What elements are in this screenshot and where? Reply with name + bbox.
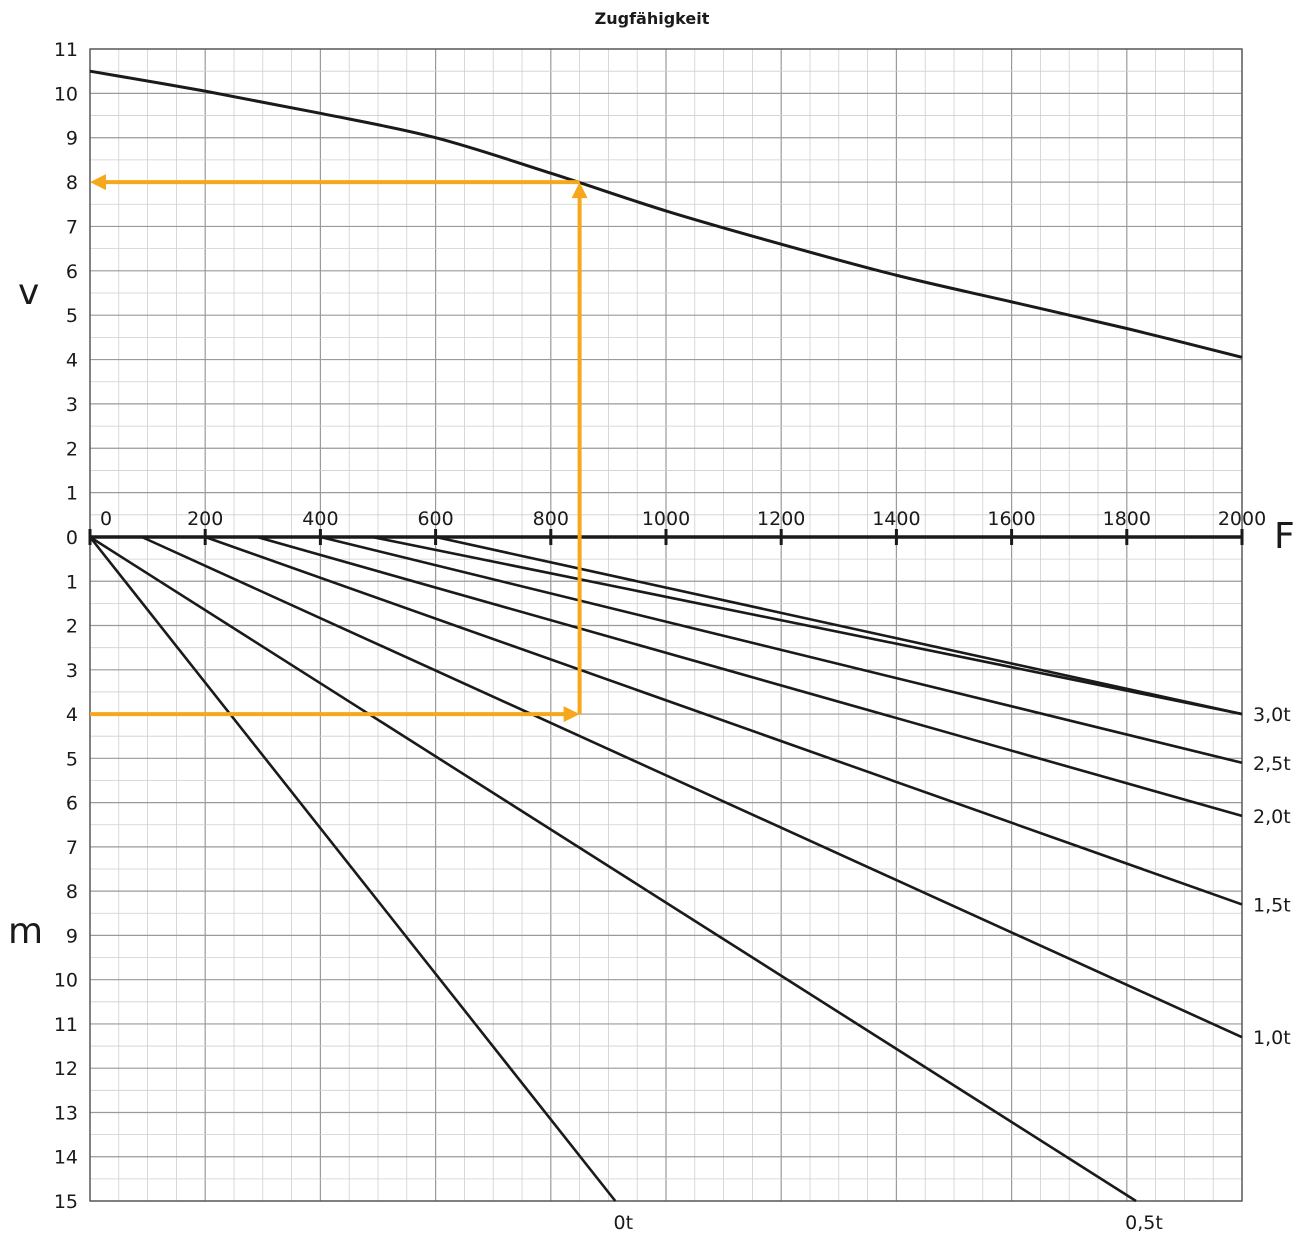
labels: 012345678910111234567891011121314153,0t2… [54,39,1291,1234]
f-tick-label: 1800 [1103,508,1151,530]
x-axis-label-f: F [1274,516,1295,557]
load-label: 3,0t [1253,704,1291,726]
y-axis-label-v: v [18,272,39,313]
v-tick-label: 11 [54,39,78,61]
m-tick-label: 11 [54,1014,78,1036]
m-tick-label: 10 [54,970,78,992]
m-tick-label: 5 [66,748,78,770]
example-arrowhead-right [563,706,580,723]
f-tick-label: 800 [533,508,569,530]
f-tick-label: 1200 [757,508,805,530]
load-label-bottom: 0t [614,1212,634,1234]
v-tick-label: 4 [66,350,78,372]
f-tick-label: 1400 [872,508,920,530]
load-label: 2,0t [1253,806,1291,828]
m-tick-label: 12 [54,1058,78,1080]
load-label-bottom: 0,5t [1125,1212,1163,1234]
load-line [141,535,1243,1039]
v-tick-label: 6 [66,261,78,283]
m-tick-label: 15 [54,1191,78,1213]
grid [89,48,1243,1202]
curves [88,69,1243,1203]
m-tick-label: 1 [66,571,78,593]
example-arrowhead-left [90,174,106,191]
m-tick-label: 9 [66,925,78,947]
f-axis: 0 200 400 600 800 1000 1200 1400 1600 1800 2000 [88,508,1266,545]
plot-frame [89,48,1243,1202]
load-line [89,535,1137,1203]
example-arrowhead-up [571,182,588,199]
m-tick-label: 6 [66,793,78,815]
chart-title: Zugfähigkeit [595,9,710,28]
load-line [88,536,617,1202]
f-tick-label: 2000 [1218,508,1266,530]
m-tick-label: 3 [66,660,78,682]
load-line [204,535,1243,906]
speed-curve [89,69,1243,359]
load-line [320,535,1243,765]
v-tick-label: 7 [66,216,78,238]
load-line [371,535,1243,716]
v-tick-label: 5 [66,305,78,327]
f-tick-label: 0 [100,508,112,530]
v-tick-label: 3 [66,394,78,416]
load-line [435,535,1243,716]
f-tick-label: 400 [302,508,338,530]
m-tick-label: 2 [66,616,78,638]
f-tick-label: 1600 [987,508,1035,530]
m-tick-label: 14 [54,1147,78,1169]
example-path [90,174,588,723]
v-tick-label: 2 [66,438,78,460]
v-tick-label: 10 [54,83,78,105]
f-tick-label: 600 [417,508,453,530]
v-tick-label: 9 [66,128,78,150]
v-tick-label: 0 [66,527,78,549]
v-tick-label: 1 [66,483,78,505]
load-label: 2,5t [1253,753,1291,775]
m-tick-label: 7 [66,837,78,859]
load-label: 1,5t [1253,894,1291,916]
v-tick-label: 8 [66,172,78,194]
y-axis-label-m: m [8,911,43,952]
m-tick-label: 8 [66,881,78,903]
m-tick-label: 4 [66,704,78,726]
f-tick-label: 1000 [642,508,690,530]
load-line [256,535,1243,818]
load-label: 1,0t [1253,1027,1291,1049]
f-tick-label: 200 [187,508,223,530]
m-tick-label: 13 [54,1102,78,1124]
